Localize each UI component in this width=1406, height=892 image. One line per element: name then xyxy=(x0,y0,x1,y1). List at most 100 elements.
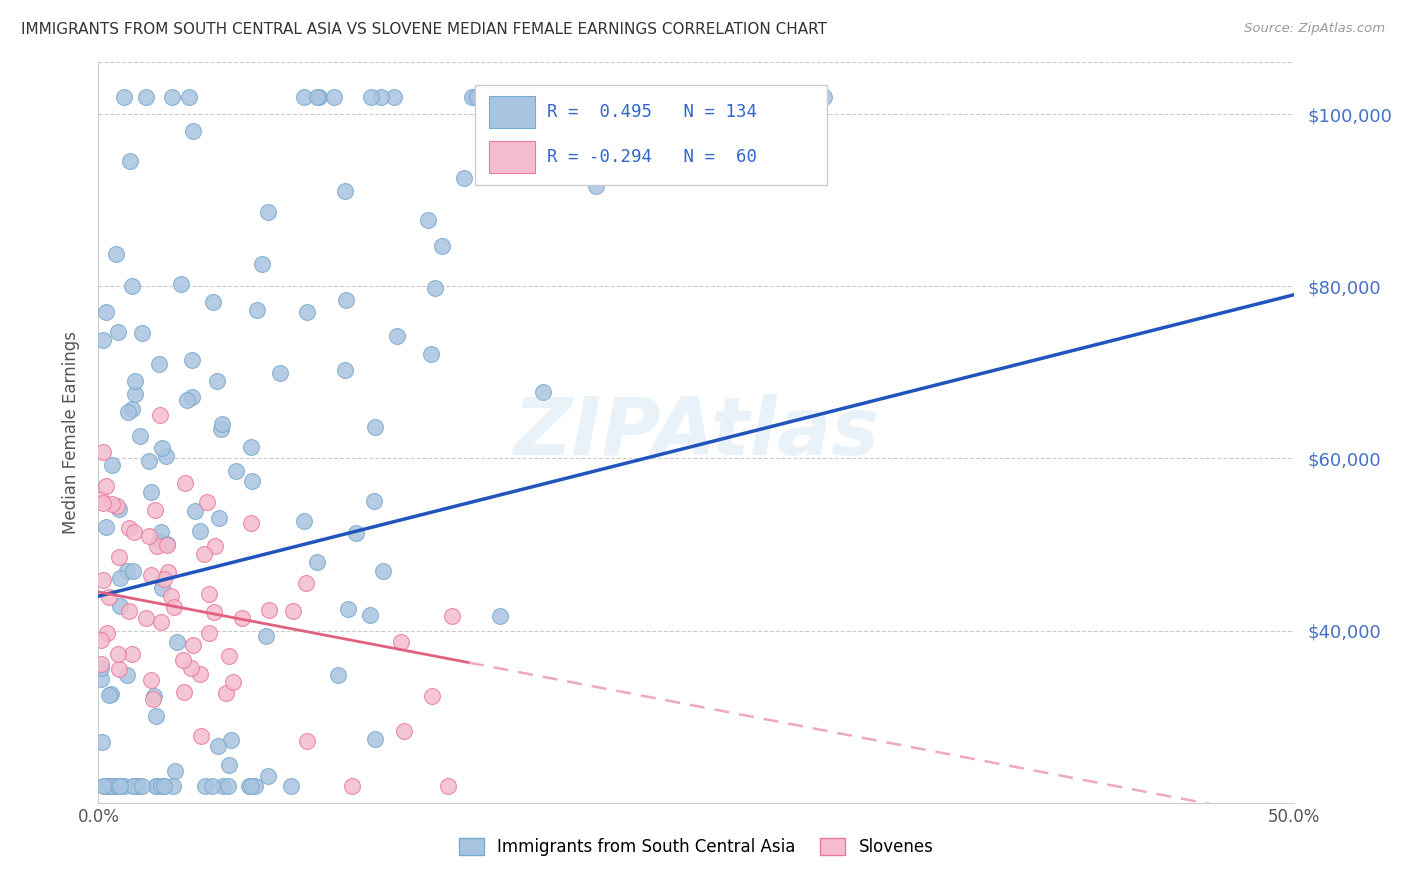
Point xyxy=(93,779,115,793)
Point xyxy=(91,573,114,587)
Point xyxy=(363,419,385,434)
Text: ZIPAtlas: ZIPAtlas xyxy=(513,393,879,472)
Point xyxy=(103,779,125,793)
Y-axis label: Median Female Earnings: Median Female Earnings xyxy=(62,331,80,534)
Point xyxy=(238,779,260,793)
Point xyxy=(198,625,221,640)
Point xyxy=(135,90,157,104)
Text: Source: ZipAtlas.com: Source: ZipAtlas.com xyxy=(1244,22,1385,36)
Point xyxy=(254,629,277,643)
Point xyxy=(162,90,184,104)
Point xyxy=(141,673,163,688)
Point xyxy=(370,90,392,104)
Point xyxy=(240,440,263,454)
Point xyxy=(246,303,269,318)
Point xyxy=(90,672,112,686)
Point xyxy=(453,170,475,185)
Point xyxy=(209,422,232,436)
Point xyxy=(295,576,318,591)
Point xyxy=(117,405,139,419)
Point xyxy=(222,675,245,690)
Point xyxy=(96,625,118,640)
Point xyxy=(155,449,177,463)
Point xyxy=(465,90,488,104)
Point xyxy=(308,90,330,104)
Point xyxy=(115,564,138,578)
Point xyxy=(239,516,262,530)
Point xyxy=(307,555,329,569)
Point xyxy=(557,90,579,104)
Point xyxy=(145,779,167,793)
Point xyxy=(513,90,536,104)
Point xyxy=(121,565,143,579)
Point xyxy=(333,363,356,377)
Point xyxy=(280,779,302,793)
FancyBboxPatch shape xyxy=(489,141,534,173)
Point xyxy=(292,514,315,528)
Point xyxy=(181,638,204,652)
Point xyxy=(160,589,183,603)
Point xyxy=(585,179,607,194)
Point xyxy=(91,333,114,347)
Point xyxy=(440,609,463,624)
Point xyxy=(174,475,197,490)
Point xyxy=(420,689,443,703)
Point xyxy=(170,277,193,291)
Point xyxy=(326,667,349,681)
Point xyxy=(373,564,395,578)
Point xyxy=(90,657,112,671)
Point xyxy=(104,247,127,261)
Point xyxy=(204,539,226,553)
Point xyxy=(208,511,231,525)
Point xyxy=(142,692,165,706)
Point xyxy=(118,604,141,618)
Point xyxy=(149,615,172,630)
Point xyxy=(121,279,143,293)
Point xyxy=(153,779,176,793)
Point xyxy=(172,653,194,667)
Point xyxy=(90,735,112,749)
Point xyxy=(423,281,446,295)
Point xyxy=(149,779,172,793)
Point xyxy=(190,730,212,744)
Point xyxy=(121,401,143,416)
Point xyxy=(107,779,129,793)
Point xyxy=(97,779,120,793)
Point xyxy=(93,779,115,793)
Point xyxy=(217,779,239,793)
Point xyxy=(125,779,148,793)
Point xyxy=(240,474,263,488)
Point xyxy=(124,387,146,401)
Point xyxy=(464,90,486,104)
Point xyxy=(100,687,122,701)
Point xyxy=(188,524,211,539)
Point xyxy=(195,495,218,509)
Point xyxy=(337,602,360,616)
Text: R =  0.495   N = 134: R = 0.495 N = 134 xyxy=(547,103,756,120)
Point xyxy=(360,90,382,104)
Point xyxy=(225,464,247,478)
Point xyxy=(118,153,141,168)
Point xyxy=(219,732,242,747)
Point xyxy=(150,441,173,455)
Point xyxy=(673,90,696,104)
Point xyxy=(146,539,169,553)
Point xyxy=(485,90,508,104)
Point xyxy=(98,779,121,793)
Point xyxy=(135,611,157,625)
Point xyxy=(430,239,453,253)
Point xyxy=(531,385,554,400)
Point xyxy=(93,445,115,459)
Point xyxy=(201,779,224,793)
Point xyxy=(211,417,233,431)
Point xyxy=(90,492,112,507)
Point xyxy=(180,390,202,404)
Point xyxy=(392,724,415,739)
Point xyxy=(193,547,215,561)
Point xyxy=(391,635,413,649)
Point xyxy=(323,90,346,104)
Point xyxy=(96,305,118,319)
FancyBboxPatch shape xyxy=(489,95,534,128)
Point xyxy=(215,686,238,700)
Point xyxy=(149,409,172,423)
